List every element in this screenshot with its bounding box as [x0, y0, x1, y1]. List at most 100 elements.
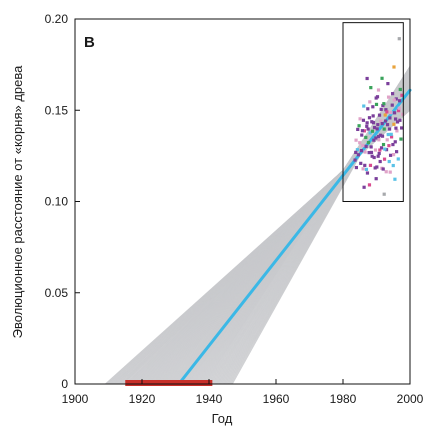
data-point	[371, 114, 375, 118]
data-point	[395, 150, 399, 154]
data-point	[382, 192, 386, 196]
data-point	[354, 150, 358, 155]
bootstrap-lines	[104, 66, 411, 385]
data-point	[372, 125, 377, 130]
data-point	[381, 103, 385, 108]
data-point	[368, 163, 373, 167]
data-point	[380, 76, 384, 80]
data-point	[387, 144, 391, 148]
y-axis-label: Эволюционное расстояние от «корня» древа	[10, 65, 25, 338]
data-point	[390, 92, 395, 96]
data-point	[398, 99, 402, 103]
data-point	[391, 142, 395, 147]
x-tick-label: 2000	[397, 392, 424, 406]
data-point	[362, 104, 366, 108]
data-point	[377, 151, 381, 156]
x-axis: 1900 1920 1940 1960 1980 2000	[62, 379, 424, 406]
data-point	[367, 150, 371, 155]
data-point	[376, 134, 381, 139]
data-point	[373, 166, 377, 170]
data-point	[372, 155, 376, 160]
data-point	[365, 121, 369, 125]
data-point	[380, 121, 384, 126]
data-point	[389, 132, 393, 136]
data-point	[398, 87, 402, 92]
data-point	[377, 138, 381, 142]
data-point	[386, 132, 390, 137]
data-point	[373, 148, 378, 152]
data-point	[399, 137, 403, 141]
data-point	[355, 148, 359, 152]
data-point	[370, 154, 374, 158]
data-point	[388, 116, 392, 120]
data-point	[371, 121, 376, 125]
data-point	[397, 109, 401, 113]
data-point	[377, 113, 382, 117]
data-point	[379, 146, 384, 150]
data-point	[359, 161, 363, 165]
data-point	[365, 124, 369, 128]
data-point	[383, 147, 387, 151]
y-tick-label: 0.20	[45, 12, 69, 26]
data-point	[389, 111, 393, 115]
data-point	[400, 126, 404, 130]
data-point	[394, 97, 398, 101]
data-point	[382, 102, 386, 106]
data-point	[363, 163, 367, 167]
panel-label: B	[84, 34, 95, 51]
data-point	[368, 100, 372, 104]
data-point	[394, 126, 398, 130]
bootstrap-line	[232, 66, 411, 385]
y-tick-label: 0	[61, 377, 68, 391]
data-point	[361, 167, 365, 171]
data-point	[378, 148, 382, 152]
data-point	[376, 88, 381, 92]
y-axis: 0 0.05 0.10 0.15 0.20	[45, 12, 80, 391]
data-point	[397, 106, 401, 110]
data-point	[375, 95, 380, 99]
data-point	[392, 65, 396, 69]
data-point	[382, 157, 387, 161]
data-point	[354, 165, 358, 170]
x-tick-label: 1900	[62, 392, 89, 406]
data-point	[392, 98, 396, 102]
data-point	[401, 112, 405, 116]
data-point	[358, 117, 362, 121]
data-point	[360, 133, 364, 137]
data-point	[370, 129, 375, 133]
data-point	[374, 102, 379, 107]
data-point	[394, 117, 398, 121]
data-point	[362, 129, 367, 133]
x-tick-label: 1920	[129, 392, 156, 406]
y-tick-label: 0.05	[45, 286, 69, 300]
data-point	[375, 127, 379, 131]
data-point	[366, 127, 370, 131]
data-point	[385, 138, 389, 142]
data-point	[370, 120, 374, 124]
data-point	[366, 140, 371, 145]
data-point	[385, 110, 389, 114]
data-point	[396, 157, 400, 161]
data-point	[362, 185, 366, 189]
y-tick-label: 0.15	[45, 103, 69, 117]
data-point	[387, 127, 392, 131]
regression-line	[177, 88, 412, 386]
data-point	[360, 129, 365, 133]
data-point	[372, 138, 376, 142]
scatter-points	[353, 37, 405, 196]
data-point	[391, 153, 396, 157]
data-point	[397, 37, 401, 41]
data-point	[381, 167, 385, 171]
y-tick-label: 0.10	[45, 195, 69, 209]
data-point	[393, 177, 397, 181]
data-point	[353, 158, 357, 162]
data-point	[379, 119, 383, 123]
data-point	[392, 111, 397, 115]
data-point	[364, 135, 368, 140]
data-point	[383, 119, 388, 123]
data-point	[384, 170, 388, 174]
data-point	[359, 148, 364, 153]
inset-box	[342, 22, 404, 203]
data-point	[388, 170, 392, 174]
